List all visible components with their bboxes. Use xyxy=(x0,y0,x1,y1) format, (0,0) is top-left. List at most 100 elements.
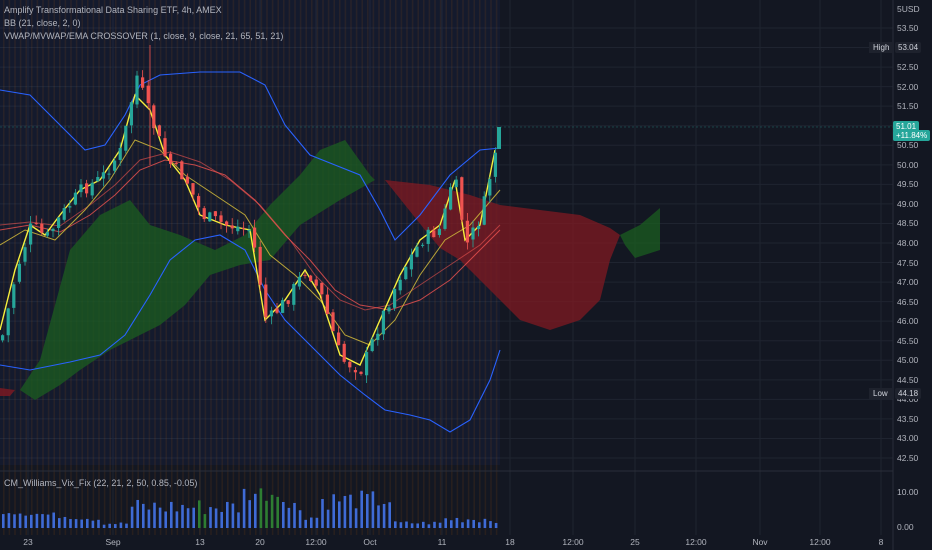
vix-bar xyxy=(186,508,190,528)
bb-legend[interactable]: BB (21, close, 2, 0) xyxy=(4,18,81,28)
vix-bar xyxy=(304,519,307,528)
session-stripe xyxy=(344,0,347,535)
chart-title-legend[interactable]: Amplify Transformational Data Sharing ET… xyxy=(4,5,222,15)
candle-body xyxy=(85,183,89,194)
price-tick: 52.50 xyxy=(897,62,919,73)
vix-bar xyxy=(18,513,22,528)
vix-bar xyxy=(293,502,296,528)
time-tick: Sep xyxy=(105,537,121,547)
vix-bar xyxy=(366,494,369,528)
vix-bar xyxy=(125,523,128,528)
bb-upper xyxy=(0,71,501,241)
vix-bar xyxy=(119,522,123,528)
session-stripe xyxy=(434,0,436,535)
session-stripe xyxy=(383,0,386,535)
candle-body xyxy=(460,177,464,220)
candle-body xyxy=(79,184,83,193)
vix-bar xyxy=(489,521,492,528)
vix-bar xyxy=(242,488,246,528)
vix-bar xyxy=(237,512,240,528)
vix-bar xyxy=(259,488,263,528)
candle-body xyxy=(180,161,184,180)
price-tick: 47.00 xyxy=(897,277,919,288)
vix-bar xyxy=(265,500,268,528)
vix-bar xyxy=(276,496,279,528)
session-stripe xyxy=(372,0,375,535)
vix-bar xyxy=(63,516,67,528)
candle-body xyxy=(309,275,313,281)
currency-label[interactable]: 5USD xyxy=(897,4,920,14)
bollinger-bands xyxy=(0,71,501,433)
candle-body xyxy=(247,230,251,232)
session-stripe xyxy=(42,0,44,535)
vix-bar xyxy=(7,513,11,528)
vix-legend[interactable]: CM_Williams_Vix_Fix (22, 21, 2, 50, 0.85… xyxy=(4,478,198,488)
vix-bar xyxy=(444,518,447,528)
vix-bar xyxy=(102,524,106,528)
vix-bar xyxy=(461,522,464,528)
candle-body xyxy=(409,254,413,270)
session-stripe xyxy=(333,0,335,535)
session-stripe xyxy=(400,0,403,535)
vix-bar xyxy=(226,501,229,528)
vix-bar xyxy=(405,521,408,528)
price-tick: 44.00 xyxy=(897,394,919,405)
candle-body xyxy=(493,152,497,177)
time-tick: Oct xyxy=(363,537,377,547)
candle-body xyxy=(325,294,329,314)
candle-last xyxy=(497,127,501,149)
candle-body xyxy=(197,196,201,208)
candle-body xyxy=(264,284,268,318)
session-stripe xyxy=(428,0,431,535)
candle-body xyxy=(6,308,10,336)
vix-bar xyxy=(214,508,218,528)
candle-body xyxy=(213,211,217,217)
session-stripe xyxy=(294,0,296,535)
session-stripe xyxy=(456,0,459,535)
candle-body xyxy=(101,172,105,179)
vix-bar xyxy=(41,514,44,528)
price-tick: 49.50 xyxy=(897,179,919,190)
candle-body xyxy=(96,176,100,182)
session-stripe xyxy=(299,0,302,535)
vix-bar xyxy=(80,519,83,528)
vix-bar xyxy=(483,518,487,528)
session-stripe xyxy=(355,0,358,535)
candle-body xyxy=(404,266,408,280)
candle-body xyxy=(208,212,212,222)
time-tick: 25 xyxy=(630,537,640,547)
price-tick: 46.00 xyxy=(897,316,919,327)
candle-body xyxy=(90,182,94,196)
candle-body xyxy=(376,333,380,341)
session-stripe xyxy=(31,0,33,535)
session-stripe xyxy=(322,0,324,535)
session-stripe xyxy=(47,0,50,535)
vix-bar xyxy=(130,506,134,528)
price-tick: 42.50 xyxy=(897,453,919,463)
vix-bar xyxy=(326,509,330,528)
price-tick: 52.00 xyxy=(897,81,919,92)
vwap-legend[interactable]: VWAP/MVWAP/EMA CROSSOVER (1, close, 9, c… xyxy=(4,31,284,41)
vix-bar xyxy=(198,500,201,528)
session-stripe xyxy=(266,0,268,535)
candle-body xyxy=(365,351,369,376)
candle-body xyxy=(236,226,240,232)
ema-mid xyxy=(0,151,501,311)
session-stripe xyxy=(395,0,397,535)
vix-bar xyxy=(203,514,207,528)
candle-body xyxy=(1,335,5,341)
candle-body xyxy=(449,187,453,210)
price-tick: 45.50 xyxy=(897,335,919,346)
candle-body xyxy=(426,229,430,244)
price-tick: 47.50 xyxy=(897,257,919,268)
session-stripe xyxy=(25,0,27,535)
price-tick: 50.50 xyxy=(897,140,919,151)
vix-bar xyxy=(310,517,313,528)
vix-bar xyxy=(153,502,156,528)
candle-body xyxy=(393,288,397,308)
candle-body xyxy=(129,102,133,126)
candle-body xyxy=(359,371,363,374)
cloud-red xyxy=(0,388,15,396)
candle-body xyxy=(269,310,273,317)
